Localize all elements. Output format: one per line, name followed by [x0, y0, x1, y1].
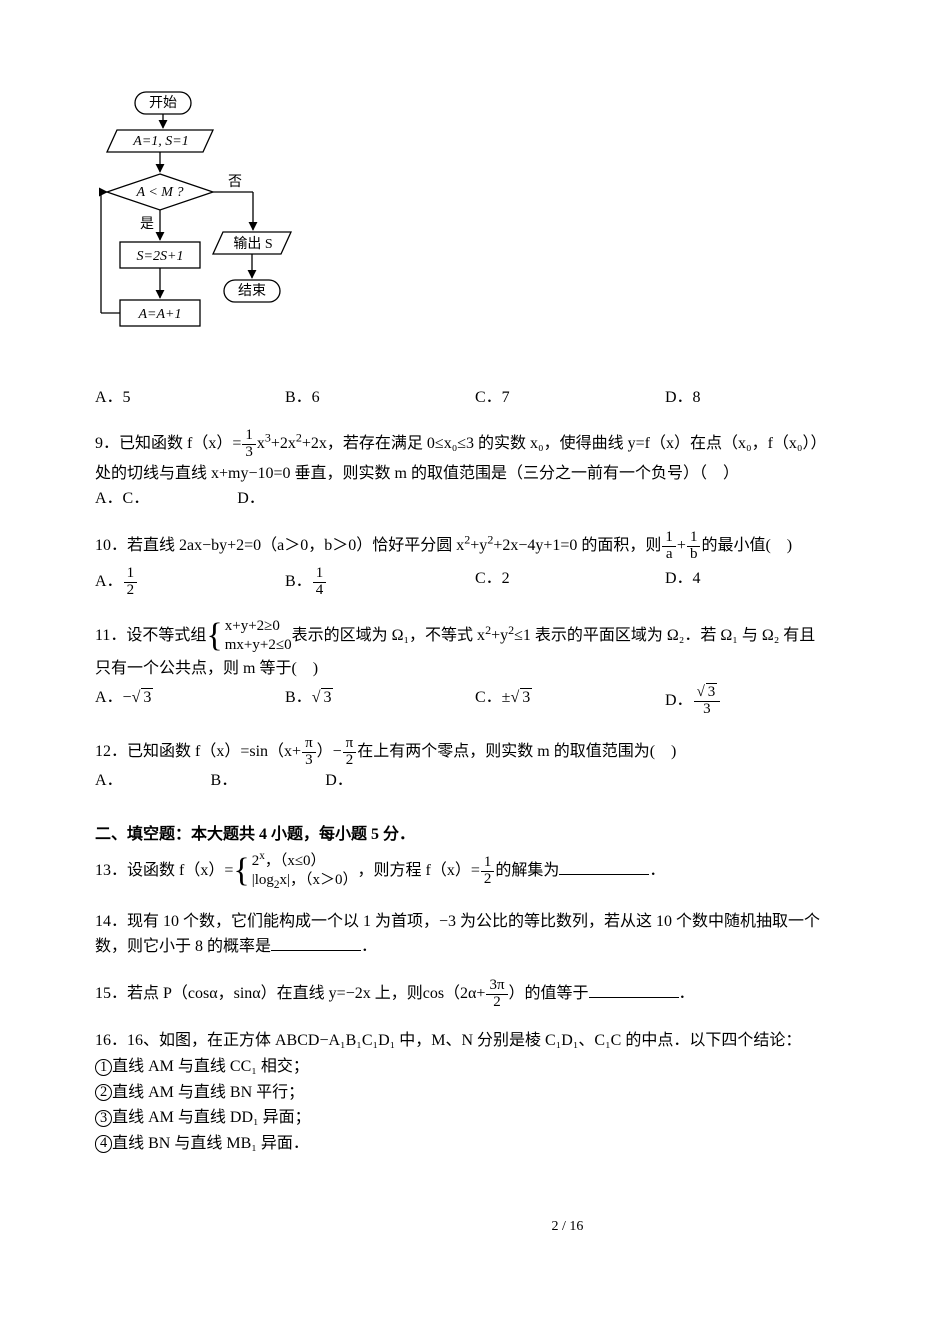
q9-line2: 处的切线与直线 x+my−10=0 垂直，则实数 m 的取值范围是（三分之一前有…	[95, 461, 945, 487]
q11-a: A．−√3	[95, 685, 285, 718]
fc-step: S=2S+1	[137, 249, 184, 264]
q16-head: 16．16、如图，在正方体 ABCD−A₁B₁C₁D₁ 中，M、N 分别是棱 C…	[95, 1028, 945, 1054]
q16: 16．16、如图，在正方体 ABCD−A₁B₁C₁D₁ 中，M、N 分别是棱 C…	[95, 1028, 945, 1156]
q11-d: D．√33	[665, 685, 815, 718]
q13-sys: {2x，（x≤0）|log2x|，（x＞0）	[233, 852, 357, 891]
q11-b: B．√3	[285, 685, 475, 718]
q14-blank	[271, 934, 361, 951]
q12-choices: A． B． D．	[95, 768, 945, 794]
q11: 11．设不等式组{x+y+2≥0mx+y+2≤0表示的区域为 Ω₁，不等式 x2…	[95, 617, 945, 682]
flowchart-svg: 开始 A=1, S=1 A < M ? 是 否 S=2S+1 A=A+1 输出 …	[95, 90, 305, 370]
q11-sys: {x+y+2≥0mx+y+2≤0	[206, 617, 291, 656]
q10: 10．若直线 2ax−by+2=0（a＞0，b＞0）恰好平分圆 x2+y2+2x…	[95, 530, 945, 563]
section2-title: 二、填空题：本大题共 4 小题，每小题 5 分．	[95, 822, 945, 848]
q9: 9．已知函数 f（x）=13x3+2x2+2x，若存在满足 0≤x₀≤3 的实数…	[95, 428, 945, 512]
q8-choice-b: B．6	[285, 385, 475, 411]
q10-a: A．12	[95, 566, 285, 599]
page-number: 2 / 16	[95, 1216, 945, 1238]
fc-end: 结束	[238, 283, 266, 299]
q13: 13．设函数 f（x）={2x，（x≤0）|log2x|，（x＞0），则方程 f…	[95, 852, 945, 891]
q9-choices: A．C． D．	[95, 486, 945, 512]
q13-blank	[559, 858, 649, 875]
fc-output: 输出 S	[233, 236, 272, 252]
q11-choices: A．−√3 B．√3 C．±√3 D．√33	[95, 685, 945, 718]
q9-c: +2x	[271, 435, 296, 452]
q15-blank	[589, 981, 679, 998]
q8-choice-c: C．7	[475, 385, 665, 411]
q10-choices: A．12 B．14 C．2 D．4	[95, 566, 945, 599]
fc-inc: A=A+1	[138, 307, 182, 322]
q9-a: 9．已知函数 f（x）=	[95, 435, 241, 452]
q12: 12．已知函数 f（x）=sin（x+π3）−π2在上有两个零点，则实数 m 的…	[95, 736, 945, 794]
q10-d: D．4	[665, 566, 815, 599]
q8-choices: A．5 B．6 C．7 D．8	[95, 385, 945, 411]
fc-yes: 是	[140, 217, 154, 232]
q14: 14．现有 10 个数，它们能构成一个以 1 为首项，−3 为公比的等比数列，若…	[95, 909, 945, 960]
fc-init: A=1, S=1	[132, 134, 188, 149]
q10-b: B．14	[285, 566, 475, 599]
q8-choice-d: D．8	[665, 385, 815, 411]
q11-line2: 只有一个公共点，则 m 等于( )	[95, 656, 945, 682]
flowchart: 开始 A=1, S=1 A < M ? 是 否 S=2S+1 A=A+1 输出 …	[95, 90, 945, 379]
q8-choice-a: A．5	[95, 385, 285, 411]
q15: 15．若点 P（cosα，sinα）在直线 y=−2x 上，则cos（2α+3π…	[95, 978, 945, 1011]
q10-c: C．2	[475, 566, 665, 599]
fc-start: 开始	[149, 95, 177, 111]
q11-c: C．±√3	[475, 685, 665, 718]
q9-d: +2x，若存在满足 0≤x₀≤3 的实数 x₀，使得曲线 y=f（x）在点（x₀…	[302, 435, 827, 452]
fc-cond: A < M ?	[136, 185, 184, 200]
q9-frac1: 13	[242, 428, 256, 461]
fc-no: 否	[228, 175, 242, 190]
q9-b: x	[257, 435, 265, 452]
